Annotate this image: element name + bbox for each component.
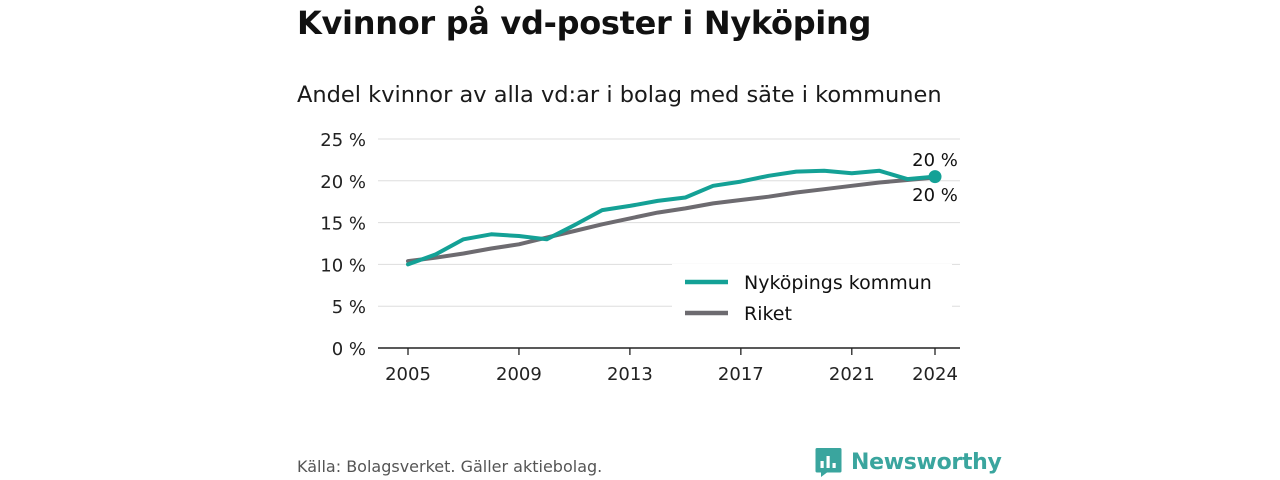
x-axis: 2005 2009 2013 2017 2021 2024 — [378, 347, 960, 385]
end-labels: 20 % 20 % — [912, 150, 958, 206]
bar-chart-speech-bubble-icon — [815, 448, 842, 477]
y-tick-label: 5 % — [332, 297, 366, 318]
chart-subtitle: Andel kvinnor av alla vd:ar i bolag med … — [297, 82, 942, 108]
x-tick-label: 2021 — [829, 364, 875, 385]
legend: Nyköpings kommun Riket — [672, 264, 952, 340]
x-tick-label: 2009 — [496, 364, 542, 385]
series-lines — [406, 168, 942, 267]
y-tick-label: 0 % — [332, 339, 366, 360]
series-line-riket — [406, 175, 937, 264]
brand-name: Newsworthy — [851, 449, 1002, 475]
source-note: Källa: Bolagsverket. Gäller aktiebolag. — [297, 457, 603, 476]
legend-label: Riket — [744, 303, 792, 325]
legend-background — [672, 264, 952, 340]
end-label-nykoping: 20 % — [912, 150, 958, 171]
x-tick-label: 2024 — [912, 364, 958, 385]
y-axis: 0 % 5 % 10 % 15 % 20 % 25 % — [320, 130, 366, 360]
x-tick-label: 2013 — [607, 364, 653, 385]
x-tick-label: 2005 — [385, 364, 431, 385]
end-point-marker — [928, 170, 942, 184]
y-tick-label: 10 % — [320, 255, 366, 276]
x-tick-label: 2017 — [718, 364, 764, 385]
series-line-nykoping — [406, 168, 937, 267]
y-tick-label: 25 % — [320, 130, 366, 151]
y-tick-label: 15 % — [320, 214, 366, 235]
end-label-riket: 20 % — [912, 185, 958, 206]
y-tick-label: 20 % — [320, 172, 366, 193]
newsworthy-logo: Newsworthy — [815, 446, 1002, 478]
chart-title: Kvinnor på vd-poster i Nyköping — [297, 4, 872, 42]
legend-label: Nyköpings kommun — [744, 272, 932, 294]
